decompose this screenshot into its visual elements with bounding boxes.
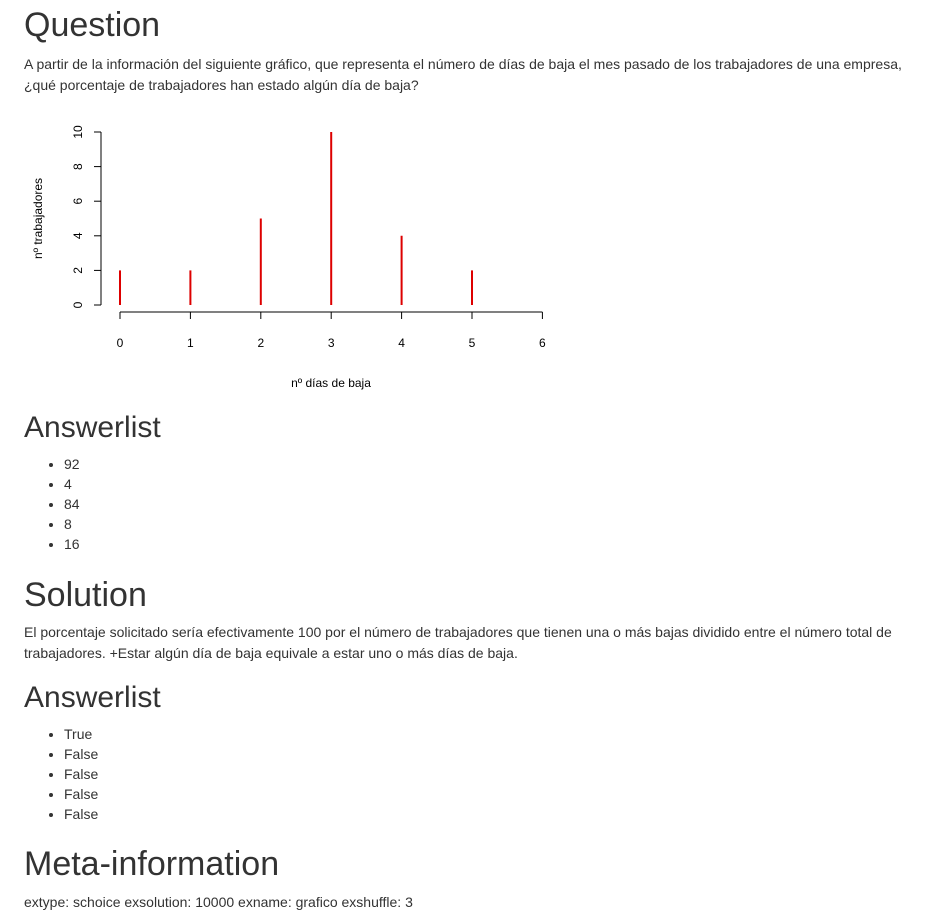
question-text: A partir de la información del siguiente…	[24, 54, 929, 96]
y-tick-label: 6	[71, 198, 85, 205]
meta-heading: Meta-information	[24, 845, 280, 883]
list-item: 8	[64, 514, 80, 534]
x-axis-label: nº días de baja	[291, 376, 371, 390]
question-text-line1: A partir de la información del siguiente…	[24, 56, 902, 72]
solution-answers-list: True False False False False	[24, 724, 98, 824]
x-tick-label: 4	[398, 336, 405, 350]
y-tick-label: 4	[71, 232, 85, 239]
question-text-line2: ¿qué porcentaje de trabajadores han esta…	[24, 77, 419, 93]
y-tick-label: 8	[71, 163, 85, 170]
answerlist-heading: Answerlist	[24, 411, 161, 444]
list-item: 16	[64, 534, 80, 554]
list-item: False	[64, 764, 98, 784]
list-item: 92	[64, 454, 80, 474]
y-tick-label: 0	[71, 301, 85, 308]
list-item: False	[64, 804, 98, 824]
x-tick-label: 0	[117, 336, 124, 350]
question-heading: Question	[24, 6, 161, 44]
solution-heading: Solution	[24, 576, 147, 614]
solution-text: El porcentaje solicitado sería efectivam…	[24, 622, 929, 664]
chart-svg: 0 1 2 3 4 5 6 0 2 4 6 8 10 nº días de baja nº trabajad…	[31, 125, 546, 390]
list-item: 84	[64, 494, 80, 514]
x-tick-label: 6	[539, 336, 546, 350]
answer-options-list: 92 4 84 8 16	[24, 454, 80, 554]
list-item: True	[64, 724, 98, 744]
solution-text-line1: El porcentaje solicitado sería efectivam…	[24, 624, 892, 640]
list-item: 4	[64, 474, 80, 494]
y-tick-label: 10	[71, 125, 85, 139]
meta-text: extype: schoice exsolution: 10000 exname…	[24, 894, 413, 910]
solution-text-line2: trabajadores. +Estar algún día de baja e…	[24, 645, 518, 661]
list-item: False	[64, 744, 98, 764]
y-tick-label: 2	[71, 267, 85, 274]
x-tick-label: 5	[469, 336, 476, 350]
solution-answerlist-heading: Answerlist	[24, 681, 161, 714]
x-tick-label: 2	[257, 336, 264, 350]
y-axis-label: nº trabajadores	[31, 178, 45, 259]
days-off-chart: 0 1 2 3 4 5 6 0 2 4 6 8 10 nº días de baja nº trabajad…	[24, 112, 584, 402]
x-tick-label: 3	[328, 336, 335, 350]
x-tick-label: 1	[187, 336, 194, 350]
list-item: False	[64, 784, 98, 804]
